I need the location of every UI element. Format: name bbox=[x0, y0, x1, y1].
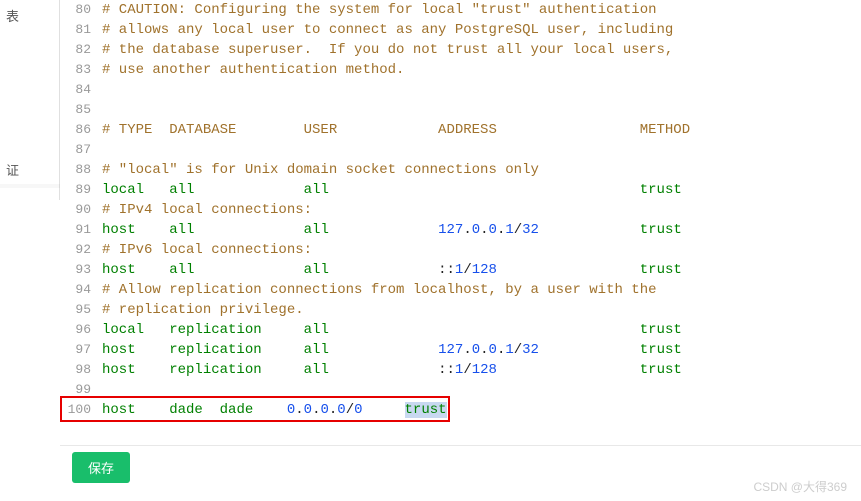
code-line[interactable]: 87 bbox=[60, 140, 861, 160]
line-number: 82 bbox=[60, 40, 96, 60]
line-number: 94 bbox=[60, 280, 96, 300]
line-number: 83 bbox=[60, 60, 96, 80]
code-editor[interactable]: 80# CAUTION: Configuring the system for … bbox=[60, 0, 861, 446]
line-number: 95 bbox=[60, 300, 96, 320]
code-content[interactable]: host replication all ::1/128 trust bbox=[96, 360, 861, 380]
code-line[interactable]: 83# use another authentication method. bbox=[60, 60, 861, 80]
code-content[interactable] bbox=[96, 380, 861, 400]
code-line[interactable]: 90# IPv4 local connections: bbox=[60, 200, 861, 220]
code-content[interactable] bbox=[96, 80, 861, 100]
line-number: 99 bbox=[60, 380, 96, 400]
code-content[interactable]: # use another authentication method. bbox=[96, 60, 861, 80]
code-line[interactable]: 92# IPv6 local connections: bbox=[60, 240, 861, 260]
code-content[interactable]: # IPv6 local connections: bbox=[96, 240, 861, 260]
save-button[interactable]: 保存 bbox=[72, 452, 130, 483]
sidebar-panel: 表 证 bbox=[0, 0, 60, 200]
code-line[interactable]: 88# "local" is for Unix domain socket co… bbox=[60, 160, 861, 180]
code-line[interactable]: 100host dade dade 0.0.0.0/0 trust bbox=[60, 400, 861, 420]
code-content[interactable] bbox=[96, 140, 861, 160]
line-number: 91 bbox=[60, 220, 96, 240]
code-content[interactable]: # IPv4 local connections: bbox=[96, 200, 861, 220]
sidebar-item-mid[interactable]: 证 bbox=[6, 160, 19, 179]
code-line[interactable]: 99 bbox=[60, 380, 861, 400]
line-number: 85 bbox=[60, 100, 96, 120]
code-content[interactable]: # allows any local user to connect as an… bbox=[96, 20, 861, 40]
code-line[interactable]: 94# Allow replication connections from l… bbox=[60, 280, 861, 300]
code-content[interactable] bbox=[96, 100, 861, 120]
code-content[interactable]: local replication all trust bbox=[96, 320, 861, 340]
line-number: 92 bbox=[60, 240, 96, 260]
code-line[interactable]: 84 bbox=[60, 80, 861, 100]
line-number: 88 bbox=[60, 160, 96, 180]
line-number: 84 bbox=[60, 80, 96, 100]
code-content[interactable]: host all all 127.0.0.1/32 trust bbox=[96, 220, 861, 240]
code-content[interactable]: local all all trust bbox=[96, 180, 861, 200]
code-content[interactable]: # CAUTION: Configuring the system for lo… bbox=[96, 0, 861, 20]
line-number: 100 bbox=[60, 400, 96, 420]
code-line[interactable]: 95# replication privilege. bbox=[60, 300, 861, 320]
line-number: 90 bbox=[60, 200, 96, 220]
code-line[interactable]: 93host all all ::1/128 trust bbox=[60, 260, 861, 280]
code-content[interactable]: # Allow replication connections from loc… bbox=[96, 280, 861, 300]
code-line[interactable]: 85 bbox=[60, 100, 861, 120]
code-content[interactable]: # "local" is for Unix domain socket conn… bbox=[96, 160, 861, 180]
code-line[interactable]: 91host all all 127.0.0.1/32 trust bbox=[60, 220, 861, 240]
code-content[interactable]: host replication all 127.0.0.1/32 trust bbox=[96, 340, 861, 360]
code-line[interactable]: 98host replication all ::1/128 trust bbox=[60, 360, 861, 380]
code-content[interactable]: # the database superuser. If you do not … bbox=[96, 40, 861, 60]
line-number: 86 bbox=[60, 120, 96, 140]
code-line[interactable]: 82# the database superuser. If you do no… bbox=[60, 40, 861, 60]
line-number: 97 bbox=[60, 340, 96, 360]
code-content[interactable]: host all all ::1/128 trust bbox=[96, 260, 861, 280]
code-content[interactable]: host dade dade 0.0.0.0/0 trust bbox=[96, 400, 861, 420]
line-number: 89 bbox=[60, 180, 96, 200]
code-line[interactable]: 97host replication all 127.0.0.1/32 trus… bbox=[60, 340, 861, 360]
line-number: 87 bbox=[60, 140, 96, 160]
watermark-text: CSDN @大得369 bbox=[753, 478, 847, 495]
code-content[interactable]: # TYPE DATABASE USER ADDRESS METHOD bbox=[96, 120, 861, 140]
line-number: 98 bbox=[60, 360, 96, 380]
code-line[interactable]: 80# CAUTION: Configuring the system for … bbox=[60, 0, 861, 20]
line-number: 80 bbox=[60, 0, 96, 20]
code-line[interactable]: 96local replication all trust bbox=[60, 320, 861, 340]
sidebar-item-top[interactable]: 表 bbox=[6, 6, 19, 25]
line-number: 93 bbox=[60, 260, 96, 280]
code-line[interactable]: 89local all all trust bbox=[60, 180, 861, 200]
line-number: 96 bbox=[60, 320, 96, 340]
code-line[interactable]: 86# TYPE DATABASE USER ADDRESS METHOD bbox=[60, 120, 861, 140]
code-line[interactable]: 81# allows any local user to connect as … bbox=[60, 20, 861, 40]
line-number: 81 bbox=[60, 20, 96, 40]
code-content[interactable]: # replication privilege. bbox=[96, 300, 861, 320]
